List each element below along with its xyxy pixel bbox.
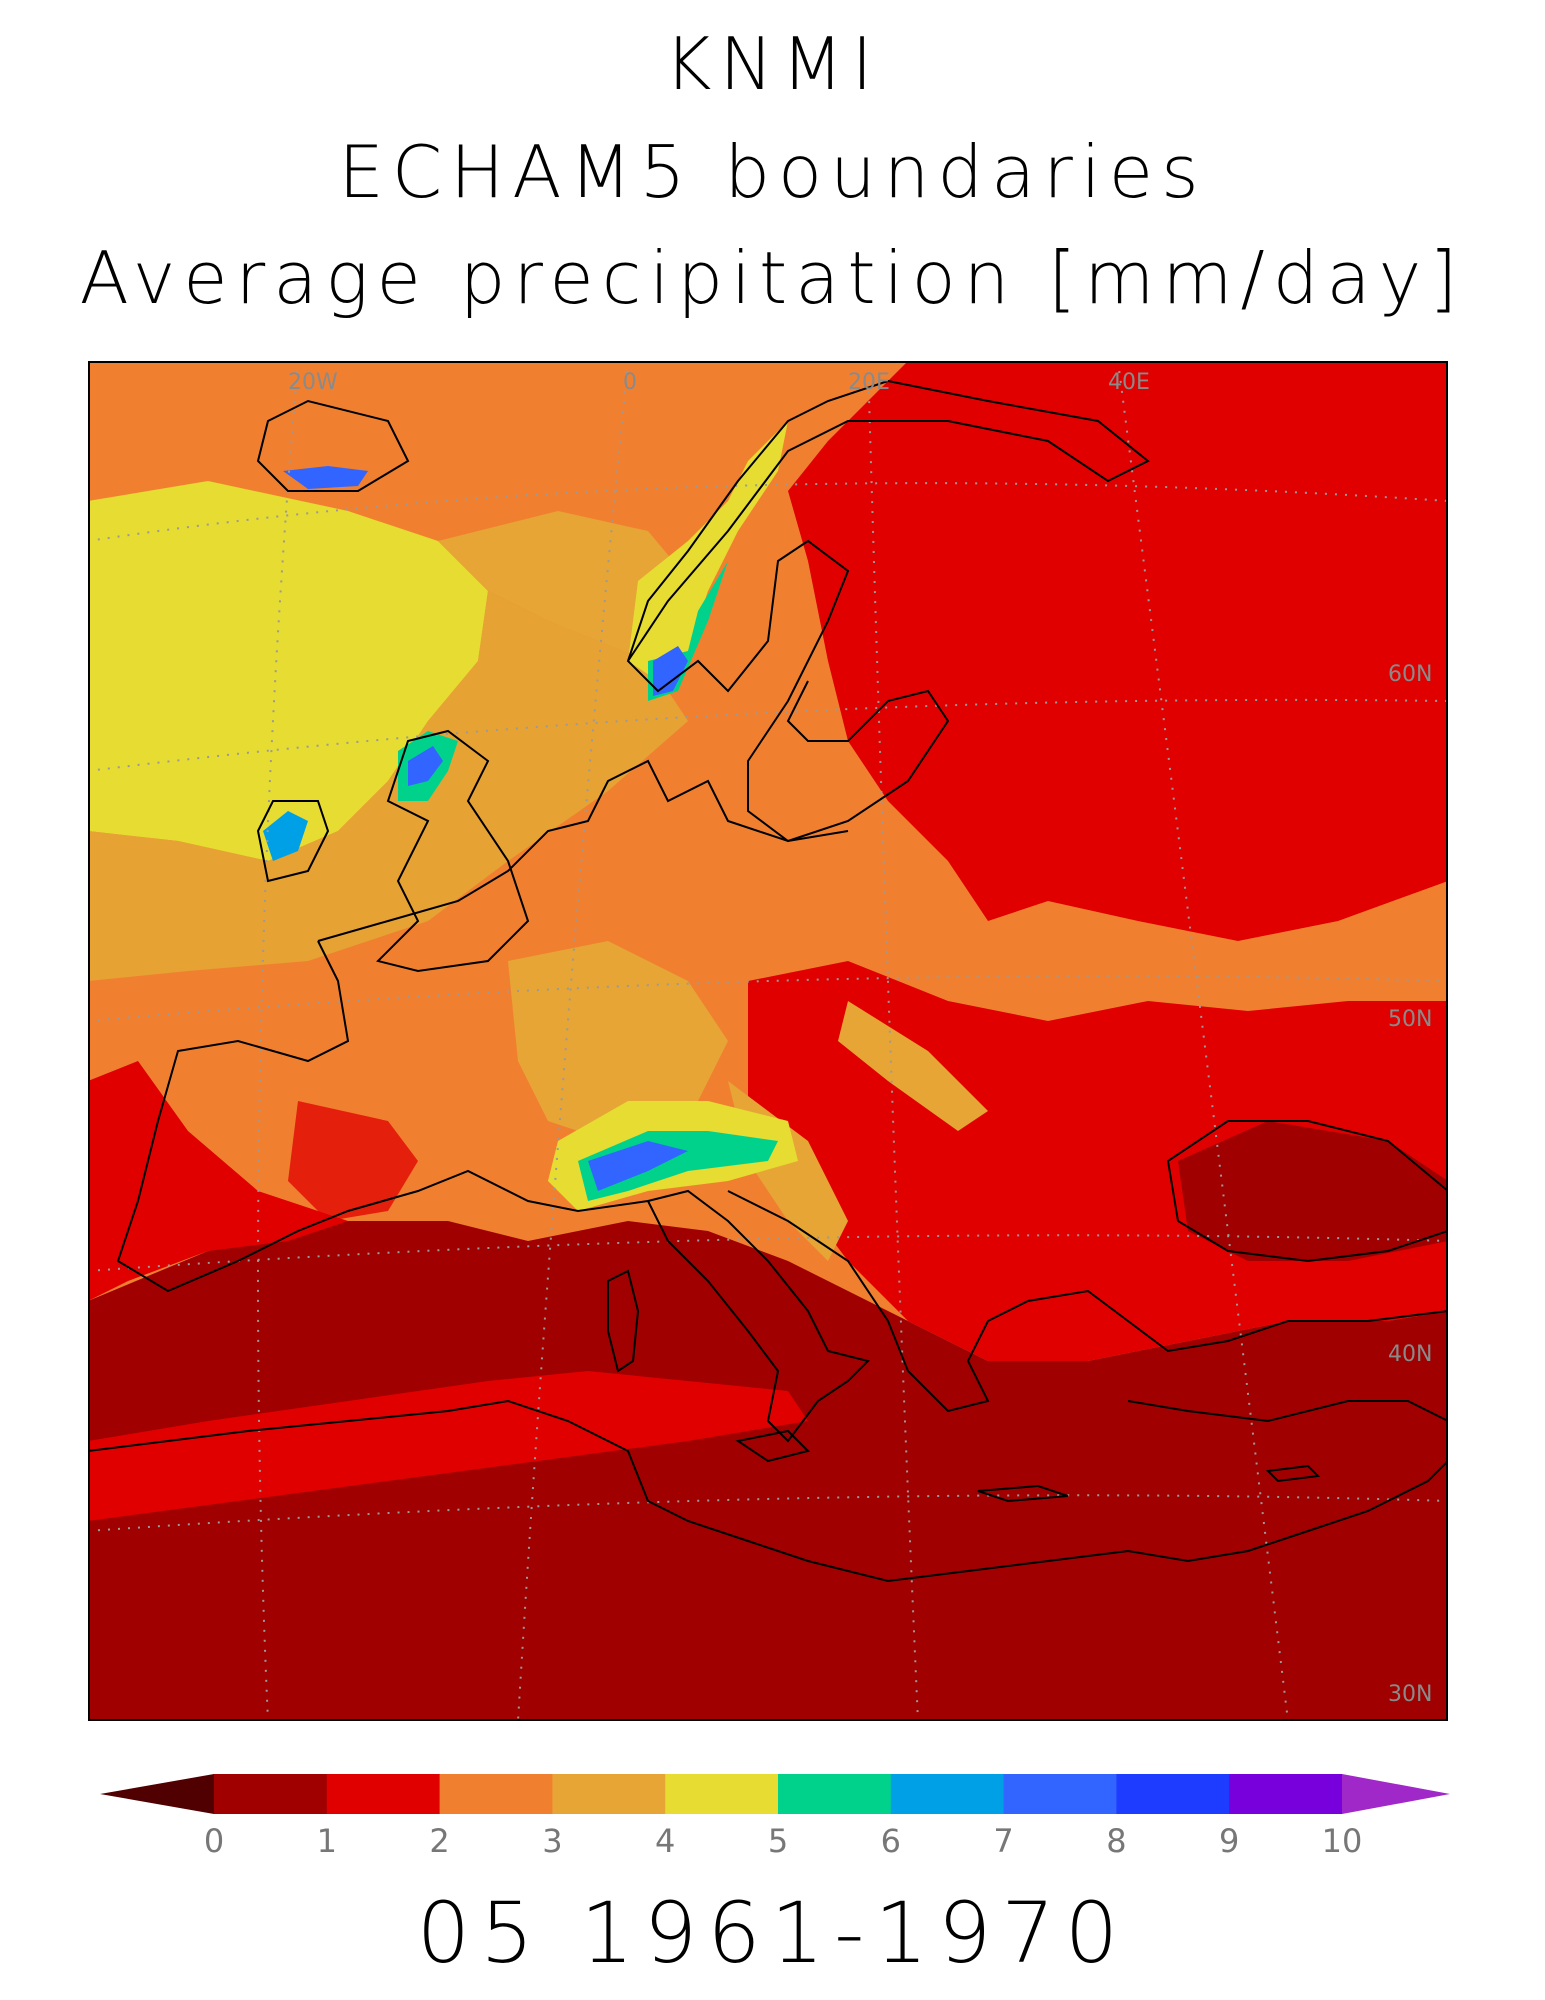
colorbar-segment	[665, 1774, 779, 1814]
colorbar-segment	[778, 1774, 892, 1814]
colorbar-tick-label: 0	[203, 1822, 225, 1860]
coastlines	[88, 379, 1448, 1583]
coastline-iceland	[256, 399, 410, 492]
colorbar-tick-label: 7	[993, 1822, 1014, 1860]
colorbar-tick-label: 2	[429, 1822, 450, 1860]
title-line-3: Average precipitation [mm/day]	[79, 236, 1466, 320]
coastline-iberia-france	[116, 940, 649, 1293]
precip-zone-ireland-cyan	[263, 811, 308, 861]
precip-zone-scotland-blue	[408, 746, 443, 786]
coastline-turkey-south	[1127, 1400, 1448, 1423]
coastline-continental-europe	[317, 759, 849, 942]
precipitation-map: 20W 0 20E 40E 60N 50N 40N 30N	[88, 361, 1448, 1721]
precip-zone-blacksea-dry	[1178, 1121, 1448, 1261]
precip-zone-atlantic-wet	[88, 481, 488, 861]
coastline-corsica-sardinia	[607, 1269, 640, 1373]
coastline-north-africa	[88, 1399, 1448, 1583]
coastline-cyprus	[1265, 1464, 1321, 1483]
colorbar-segment	[1003, 1774, 1117, 1814]
lat-label-40n: 40N	[1388, 1342, 1432, 1367]
precip-zone-atlantic-moderate	[88, 591, 688, 981]
colorbar-segment	[1116, 1774, 1230, 1814]
colorbar-tick-label: 3	[542, 1822, 563, 1860]
colorbar-segment	[214, 1774, 328, 1814]
colorbar-over-arrow	[1342, 1774, 1450, 1814]
colorbar-tick-label: 5	[767, 1822, 789, 1860]
precip-zone-central-moderate	[508, 941, 728, 1141]
coastline-italy	[647, 1189, 870, 1443]
coastline-sicily	[735, 1429, 810, 1463]
lat-label-60n: 60N	[1388, 662, 1432, 687]
precip-zone-norway-wet	[628, 421, 788, 681]
map-canvas: 20W 0 20E 40E 60N 50N 40N 30N	[88, 361, 1448, 1721]
colorbar-segment	[439, 1774, 553, 1814]
precip-zone-alps-blue	[588, 1141, 688, 1191]
precip-zone-north-africa-dry	[88, 1371, 808, 1521]
period-label: 05 1961-1970	[416, 1884, 1129, 1982]
colorbar-segment	[552, 1774, 666, 1814]
colorbar-tick-label: 10	[1321, 1822, 1363, 1860]
colorbar-segment	[890, 1774, 1005, 1814]
colorbar-segment	[326, 1774, 441, 1814]
colorbar-tick-label: 9	[1219, 1822, 1240, 1860]
precip-zone-iceland-blue	[283, 466, 368, 489]
colorbar	[100, 1774, 1450, 1814]
coastline-balkans	[727, 1190, 1448, 1413]
coastline-britain	[376, 729, 530, 973]
lon-label-20w: 20W	[288, 370, 338, 395]
title-line-2: ECHAM5 boundaries	[338, 130, 1207, 214]
coastline-black-sea	[1166, 1120, 1448, 1263]
coastline-crete	[977, 1484, 1069, 1503]
lon-label-0: 0	[623, 370, 637, 395]
colorbar-tick-label: 6	[880, 1822, 901, 1860]
colorbar-tick-label: 8	[1106, 1822, 1127, 1860]
coastline-scandinavia	[626, 379, 1150, 843]
precip-zone-east-europe-dry	[788, 361, 1448, 941]
coastline-ireland	[256, 800, 330, 883]
colorbar-tick-label: 1	[316, 1822, 337, 1860]
lon-label-40e: 40E	[1108, 370, 1150, 395]
lat-label-50n: 50N	[1388, 1007, 1432, 1032]
precip-zone-norway-blue	[653, 646, 688, 696]
lat-label-30n: 30N	[1388, 1682, 1432, 1707]
precip-zone-carpathian-moderate	[838, 1001, 988, 1131]
title-line-1: KNMI	[664, 22, 881, 106]
graticule	[88, 361, 1448, 1721]
map-frame	[88, 361, 1448, 1721]
colorbar-tick-label: 4	[655, 1822, 676, 1860]
lon-label-20e: 20E	[848, 370, 890, 395]
colorbar-under-arrow	[100, 1774, 214, 1814]
precip-zone-france-dry	[288, 1101, 418, 1221]
precip-zone-mediterranean-dry	[88, 1221, 1448, 1721]
precip-zone-iberia-dry	[88, 1061, 348, 1301]
colorbar-segment	[1229, 1774, 1343, 1814]
